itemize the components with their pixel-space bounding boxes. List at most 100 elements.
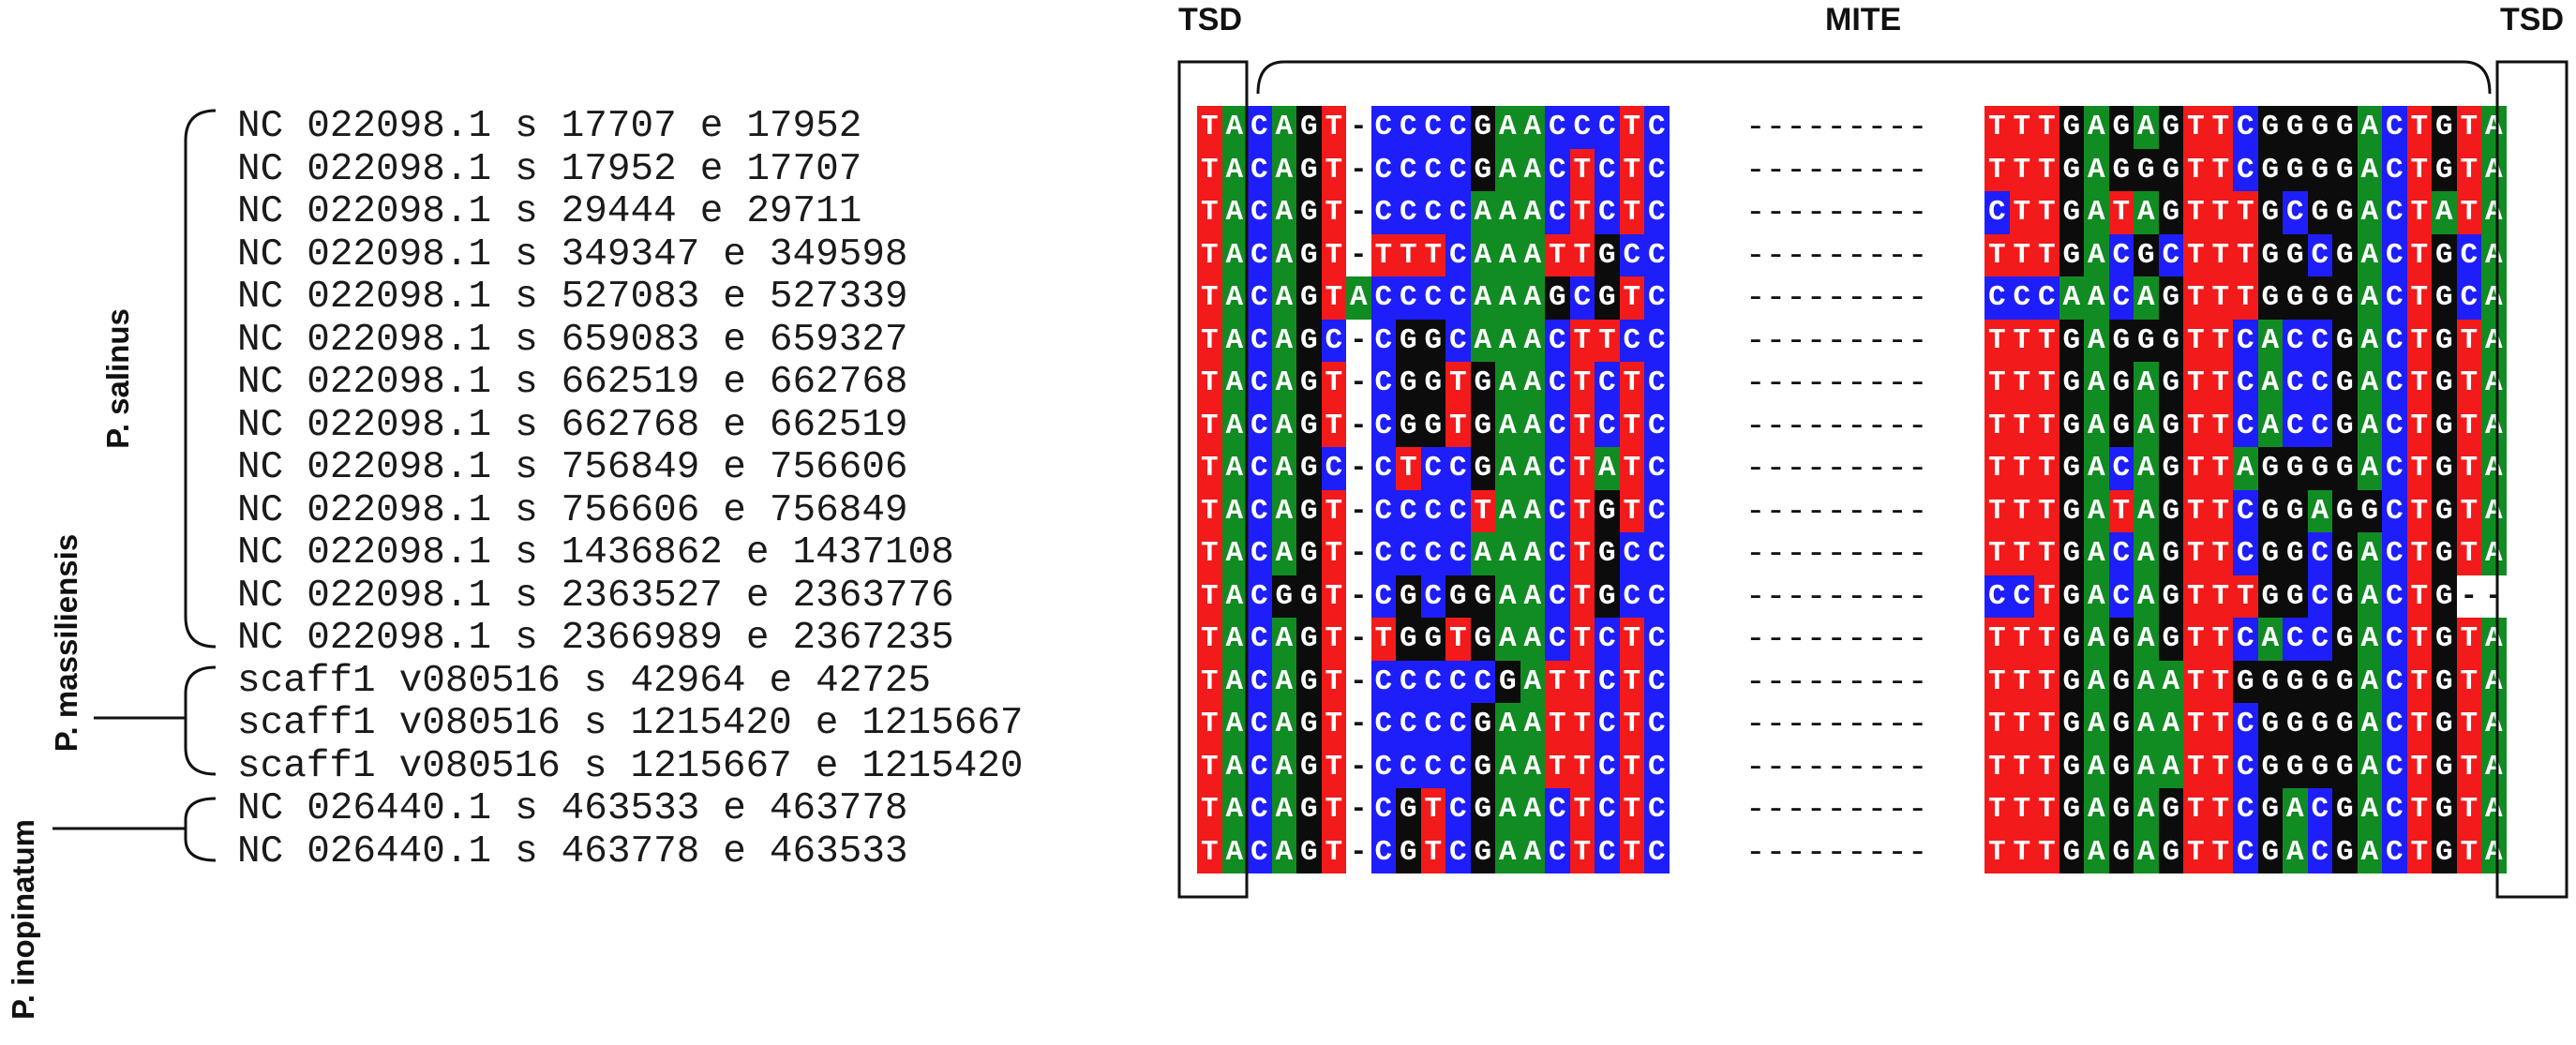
base-cell: G	[2432, 830, 2457, 873]
base-cell: G	[2332, 489, 2358, 532]
base-cell: G	[1296, 788, 1322, 831]
base-cell: T	[1984, 489, 2010, 532]
base-cell: A	[1495, 489, 1520, 532]
base-cell: G	[2332, 191, 2358, 234]
base-cell: T	[1984, 830, 2010, 873]
base-cell: T	[2009, 447, 2034, 490]
base-cell: T	[1370, 233, 1396, 276]
base-cell: G	[1545, 276, 1570, 320]
gap-dashes: ---------	[1745, 576, 1928, 616]
base-cell: C	[1644, 276, 1670, 320]
base-cell: T	[1569, 532, 1595, 575]
base-cell: A	[1221, 233, 1247, 276]
base-cell: T	[1197, 618, 1222, 661]
base-cell: A	[1221, 745, 1247, 788]
base-cell: G	[2134, 148, 2159, 191]
base-cell: C	[2233, 830, 2258, 873]
base-cell: A	[1271, 362, 1296, 405]
base-cell: T	[2183, 660, 2209, 703]
base-cell: -	[1346, 191, 1371, 234]
base-cell: T	[2233, 233, 2258, 276]
gap-dashes: ---------	[1745, 406, 1928, 445]
base-cell: A	[1495, 830, 1520, 873]
base-cell: C	[1545, 618, 1570, 661]
base-cell: T	[1197, 148, 1222, 191]
base-cell: T	[2233, 191, 2258, 234]
base-cell: C	[1370, 148, 1396, 191]
sequence-id-part: 1215667	[861, 702, 1024, 745]
base-cell: G	[2332, 575, 2358, 618]
base-cell: C	[1595, 618, 1620, 661]
base-cell: C	[1545, 532, 1570, 575]
sequence-id-part: 022098.1	[307, 190, 492, 233]
base-cell: T	[2208, 276, 2233, 320]
base-cell: C	[2233, 788, 2258, 831]
base-cell: A	[2357, 618, 2382, 661]
base-cell: C	[1545, 830, 1570, 873]
base-cell: T	[2406, 703, 2432, 746]
base-cell: C	[1370, 788, 1396, 831]
base-cell: T	[1619, 447, 1644, 490]
base-cell: G	[2332, 148, 2358, 191]
base-cell: A	[1271, 191, 1296, 234]
sequence-id-part: 17952	[746, 105, 862, 148]
base-cell: T	[2183, 618, 2209, 661]
base-cell: A	[1221, 362, 1247, 405]
base-cell: T	[1197, 830, 1222, 873]
base-cell: T	[2009, 830, 2034, 873]
base-cell: G	[2158, 618, 2183, 661]
base-cell: G	[2108, 106, 2134, 149]
sequence-id-part: 2363527	[561, 574, 723, 618]
base-cell: A	[1470, 191, 1495, 234]
base-cell: C	[2382, 703, 2407, 746]
base-cell: A	[2134, 830, 2159, 873]
sequence-id: NC 022098.1 s 2363527 e 2363776	[237, 575, 978, 619]
sequence-id-part: 2367235	[792, 617, 954, 660]
base-cell: G	[2257, 830, 2283, 873]
base-cell: T	[2183, 447, 2209, 490]
base-cell: C	[1396, 489, 1421, 532]
base-cell: C	[1420, 703, 1445, 746]
base-cell: T	[1569, 575, 1595, 618]
base-cell: C	[1445, 233, 1471, 276]
base-cell: G	[2059, 447, 2084, 490]
base-cell: T	[1445, 404, 1471, 447]
base-cell: C	[1644, 191, 1670, 234]
sequence-id-part: 662768	[561, 403, 700, 447]
base-cell: A	[1221, 319, 1247, 362]
base-cell: G	[1595, 532, 1620, 575]
base-cell: A	[2357, 703, 2382, 746]
base-cell: G	[2332, 404, 2358, 447]
base-cell: G	[2108, 830, 2134, 873]
base-cell: T	[2009, 532, 2034, 575]
base-cell: A	[1221, 191, 1247, 234]
sequence-id-part: 022098.1	[307, 232, 492, 276]
base-cell: T	[1197, 575, 1222, 618]
base-cell: A	[2084, 233, 2109, 276]
base-cell: A	[2283, 788, 2308, 831]
base-cell: T	[2034, 106, 2059, 149]
base-cell: C	[1420, 745, 1445, 788]
base-cell: C	[2382, 788, 2407, 831]
base-cell: G	[2059, 489, 2084, 532]
base-cell: A	[1495, 788, 1520, 831]
sequence-id: NC 022098.1 s 756606 e 756849	[237, 489, 932, 533]
base-cell: C	[1644, 447, 1670, 490]
sequence-id: NC 022098.1 s 662519 e 662768	[237, 361, 932, 405]
base-cell: T	[1569, 148, 1595, 191]
base-cell: C	[1619, 319, 1644, 362]
base-cell: C	[2307, 532, 2332, 575]
base-cell: A	[2084, 575, 2109, 618]
base-cell: A	[1271, 489, 1296, 532]
species-label-massiliensis: P. massiliensis	[49, 533, 83, 753]
base-cell: G	[1445, 575, 1471, 618]
base-cell: C	[1420, 447, 1445, 490]
base-cell: C	[1370, 489, 1396, 532]
base-cell: C	[2233, 618, 2258, 661]
base-cell: C	[2307, 830, 2332, 873]
base-cell: G	[2158, 362, 2183, 405]
base-cell: G	[2059, 106, 2084, 149]
base-cell: C	[1984, 276, 2010, 320]
